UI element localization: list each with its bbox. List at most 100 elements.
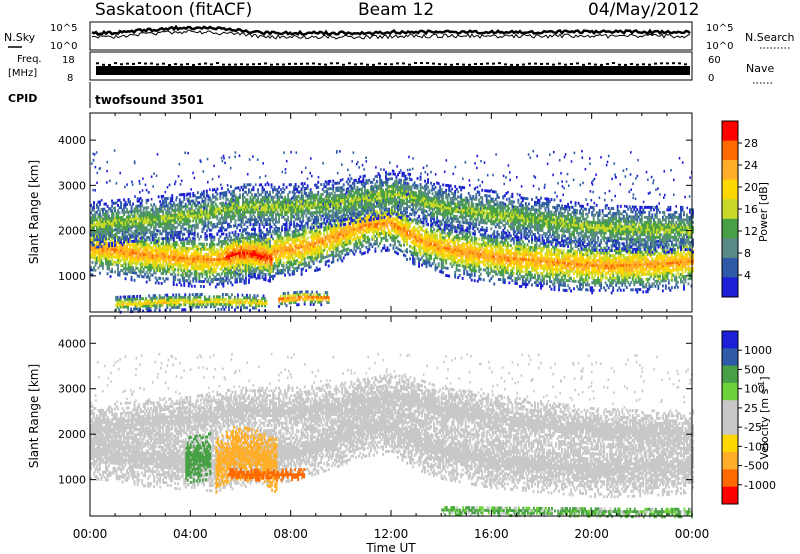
heatmap-cell — [576, 255, 579, 259]
heatmap-cell — [178, 281, 181, 284]
heatmap-cell — [568, 274, 571, 278]
heatmap-cell — [147, 245, 150, 249]
heatmap-cell — [616, 288, 619, 292]
heatmap-cell — [156, 229, 159, 233]
heatmap-cell — [184, 254, 187, 258]
nave-point — [576, 62, 579, 65]
heatmap-cell — [186, 269, 189, 273]
heatmap-cell — [594, 274, 597, 277]
heatmap-cell — [180, 246, 183, 250]
heatmap-cell — [132, 268, 135, 272]
heatmap-cell — [130, 278, 133, 282]
search-label: N.Search — [745, 31, 795, 44]
heatmap-cell — [106, 249, 109, 253]
heatmap-cell — [103, 257, 106, 260]
power-heatmap — [90, 149, 694, 314]
heatmap-cell — [422, 224, 425, 228]
sky-tick-top-right: 10^5 — [706, 23, 733, 34]
heatmap-cell — [94, 268, 97, 272]
heatmap-cell — [130, 233, 133, 237]
heatmap-cell — [187, 276, 190, 280]
heatmap-cell — [598, 254, 601, 257]
heatmap-cell — [123, 254, 126, 258]
heatmap-cell — [156, 254, 159, 258]
heatmap-cell — [148, 246, 151, 249]
heatmap-cell — [130, 268, 133, 272]
heatmap-cell — [117, 248, 120, 252]
heatmap-cell — [114, 270, 117, 274]
heatmap-cell — [163, 244, 166, 248]
heatmap-cell — [288, 268, 291, 272]
heatmap-cell — [208, 265, 211, 269]
heatmap-cell — [208, 235, 211, 239]
heatmap-cell — [91, 268, 94, 272]
heatmap-cell — [205, 265, 208, 269]
heatmap-cell — [184, 274, 187, 278]
heatmap-cell — [108, 237, 111, 241]
heatmap-cell — [142, 258, 145, 261]
heatmap-cell — [166, 255, 169, 258]
heatmap-cell — [97, 259, 100, 262]
heatmap-cell — [103, 249, 106, 253]
heatmap-cell — [148, 251, 151, 254]
heatmap-cell — [180, 248, 183, 252]
sky-label: N.Sky — [4, 31, 36, 44]
heatmap-cell — [195, 255, 198, 258]
heatmap-cell — [442, 263, 445, 267]
heatmap-cell — [124, 245, 127, 248]
heatmap-cell — [94, 253, 97, 257]
heatmap-cell — [216, 265, 219, 269]
heatmap-cell — [100, 227, 103, 230]
heatmap-cell — [211, 268, 214, 271]
heatmap-cell — [413, 225, 416, 229]
heatmap-cell — [604, 274, 607, 277]
heatmap-cell — [102, 267, 104, 270]
heatmap-cell — [132, 266, 135, 270]
heatmap-cell — [178, 278, 181, 282]
heatmap-cell — [154, 261, 157, 265]
heatmap-cell — [376, 239, 378, 243]
heatmap-cell — [145, 245, 148, 249]
heatmap-cell — [145, 258, 148, 262]
heatmap-cell — [165, 242, 168, 246]
heatmap-cell — [332, 250, 335, 254]
heatmap-cell — [154, 251, 157, 255]
nave-point — [120, 63, 123, 66]
heatmap-cell — [174, 275, 177, 279]
heatmap-cell — [205, 262, 208, 266]
heatmap-cell — [112, 243, 115, 246]
heatmap-cell — [228, 231, 231, 235]
heatmap-cell — [106, 262, 109, 266]
heatmap-cell — [433, 228, 436, 231]
heatmap-cell — [135, 231, 138, 235]
heatmap-cell — [166, 262, 169, 266]
heatmap-cell — [368, 248, 371, 251]
heatmap-cell — [195, 262, 198, 266]
heatmap-cell — [150, 268, 153, 272]
heatmap-cell — [93, 266, 95, 269]
heatmap-cell — [135, 251, 138, 255]
heatmap-cell — [475, 269, 478, 273]
heatmap-cell — [121, 249, 124, 253]
heatmap-cell — [208, 275, 211, 279]
heatmap-cell — [305, 229, 308, 233]
heatmap-cell — [327, 259, 330, 263]
heatmap-cell — [190, 272, 193, 276]
heatmap-cell — [201, 260, 204, 264]
heatmap-cell — [606, 254, 609, 257]
heatmap-cell — [106, 254, 109, 258]
heatmap-cell — [94, 256, 97, 260]
heatmap-cell — [174, 250, 177, 254]
heatmap-cell — [148, 256, 151, 259]
heatmap-cell — [189, 259, 192, 263]
heatmap-cell — [144, 253, 147, 256]
heatmap-cell — [199, 280, 202, 283]
heatmap-cell — [115, 255, 118, 259]
heatmap-cell — [160, 252, 163, 255]
heatmap-cell — [151, 263, 154, 267]
heatmap-cell — [124, 264, 127, 268]
heatmap-cell — [148, 278, 151, 282]
heatmap-cell — [166, 247, 169, 251]
nave-point — [486, 62, 489, 65]
heatmap-cell — [99, 259, 101, 263]
